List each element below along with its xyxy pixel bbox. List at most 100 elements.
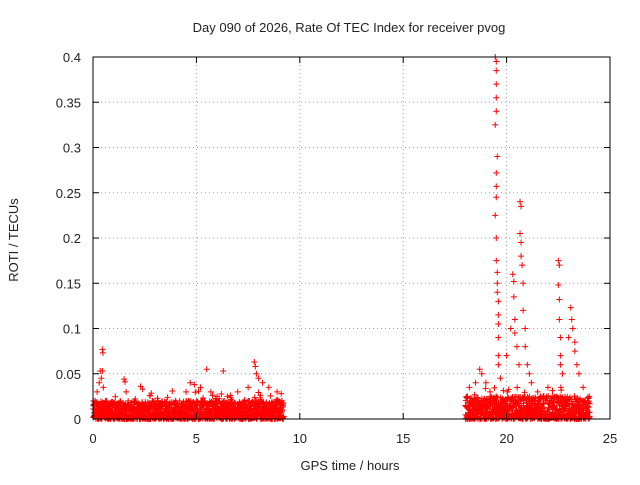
data-point <box>557 352 564 359</box>
data-point <box>494 269 501 276</box>
data-point <box>255 375 262 382</box>
x-tick-label: 15 <box>396 431 410 446</box>
data-point <box>148 390 155 397</box>
data-point <box>492 212 499 219</box>
data-point <box>162 399 169 406</box>
data-point <box>152 397 159 404</box>
data-point <box>147 392 154 399</box>
data-point <box>164 394 171 401</box>
data-point <box>511 330 518 337</box>
data-point <box>493 108 500 115</box>
data-point <box>546 406 553 413</box>
data-point <box>549 387 556 394</box>
data-point <box>511 316 518 323</box>
data-point <box>520 307 527 314</box>
data-point <box>99 346 106 353</box>
data-point <box>139 386 146 393</box>
data-point <box>555 282 562 289</box>
data-point <box>482 385 489 392</box>
data-point <box>96 379 103 386</box>
data-point <box>497 375 504 382</box>
data-point <box>526 370 533 377</box>
data-point <box>472 379 479 386</box>
data-point <box>516 361 523 368</box>
data-point <box>559 370 566 377</box>
data-point <box>568 316 575 323</box>
data-point <box>253 370 260 377</box>
data-point <box>494 280 501 287</box>
data-point <box>466 384 473 391</box>
x-tick-label: 25 <box>603 431 617 446</box>
grid-lines <box>93 57 610 419</box>
data-point <box>556 262 563 269</box>
x-tick-label: 10 <box>293 431 307 446</box>
data-point <box>524 361 531 368</box>
data-point <box>112 393 119 400</box>
data-point <box>585 403 592 410</box>
y-axis-label: ROTI / TECUs <box>6 198 21 282</box>
data-point <box>100 384 107 391</box>
data-point <box>491 384 498 391</box>
data-point <box>567 304 574 311</box>
data-point <box>556 316 563 323</box>
data-point <box>512 396 519 403</box>
data-point <box>487 388 494 395</box>
data-point <box>495 352 502 359</box>
data-point <box>122 378 129 385</box>
data-point <box>220 368 227 375</box>
data-point <box>252 363 259 370</box>
data-point <box>493 94 500 101</box>
data-point <box>94 388 101 395</box>
data-point <box>251 358 258 365</box>
data-point <box>565 334 572 341</box>
data-point <box>99 349 106 356</box>
data-point <box>197 384 204 391</box>
data-point <box>514 384 521 391</box>
data-point <box>586 409 593 416</box>
y-tick-label: 0.15 <box>56 276 81 291</box>
data-point <box>575 370 582 377</box>
y-tick-label: 0.3 <box>63 141 81 156</box>
y-tick-label: 0.4 <box>63 50 81 65</box>
data-point <box>200 394 207 401</box>
y-tick-label: 0.05 <box>56 367 81 382</box>
data-point <box>518 239 525 246</box>
data-point <box>571 339 578 346</box>
data-point <box>513 343 520 350</box>
data-point <box>518 253 525 260</box>
chart-title: Day 090 of 2026, Rate Of TEC Index for r… <box>193 20 506 35</box>
data-point <box>251 394 258 401</box>
data-point <box>517 198 524 205</box>
x-tick-label: 0 <box>89 431 96 446</box>
data-point <box>493 81 500 88</box>
data-point <box>571 348 578 355</box>
data-point <box>495 320 502 327</box>
x-tick-label: 5 <box>193 431 200 446</box>
data-point <box>503 352 510 359</box>
data-point <box>556 296 563 303</box>
data-point <box>519 262 526 269</box>
data-point <box>507 325 514 332</box>
data-point <box>102 397 109 404</box>
data-point <box>259 379 266 386</box>
data-point <box>493 235 500 241</box>
data-point <box>267 392 274 399</box>
x-tick-label: 20 <box>499 431 513 446</box>
data-point <box>493 58 500 65</box>
data-point <box>517 230 524 237</box>
data-point <box>224 393 231 400</box>
data-point <box>494 153 501 160</box>
data-point <box>545 392 552 399</box>
data-point <box>125 397 132 404</box>
data-point <box>510 293 517 300</box>
data-point <box>278 390 285 397</box>
data-point <box>207 388 214 395</box>
data-point <box>510 278 517 285</box>
data-point <box>557 361 564 368</box>
data-point <box>495 311 502 318</box>
data-point <box>505 386 512 393</box>
data-point <box>493 67 500 74</box>
data-point <box>500 387 507 394</box>
data-point <box>509 271 516 278</box>
